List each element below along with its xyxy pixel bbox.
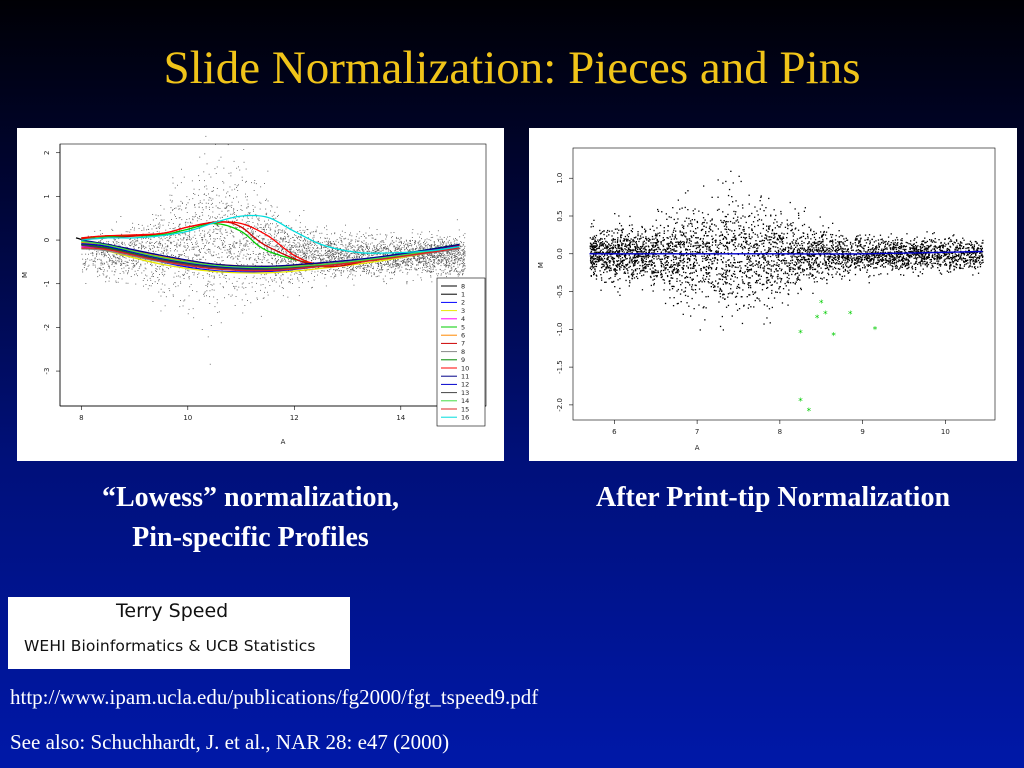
- print-tip-highlight-point: *: [798, 329, 803, 339]
- lowess-x-axis-label: A: [281, 438, 286, 446]
- print-tip-normalized-plot: 6 7 8 9 10 -2.0 -1.5 -1.0 -0.5 0.0 0.5 1.0 A M * * * * * * *…: [529, 128, 1017, 461]
- print-tip-y-tick-label: -1.5: [556, 360, 564, 374]
- lowess-legend-label: 14: [461, 397, 469, 405]
- lowess-curve: [81, 240, 460, 269]
- left-caption-line1: “Lowess” normalization,: [101, 482, 400, 513]
- reference-url[interactable]: http://www.ipam.ucla.edu/publications/fg…: [10, 685, 539, 709]
- lowess-x-tick-label: 14: [396, 414, 405, 422]
- lowess-legend-label: 5: [461, 323, 465, 331]
- lowess-legend-label: 8: [461, 282, 465, 290]
- lowess-plot-frame: [59, 143, 487, 407]
- print-tip-highlight-point: *: [798, 397, 803, 407]
- print-tip-highlight-point: *: [815, 314, 820, 324]
- print-tip-x-tick-label: 10: [941, 428, 950, 436]
- lowess-legend-label: 1: [461, 291, 465, 299]
- lowess-x-tick-label: 10: [183, 414, 192, 422]
- lowess-legend-label: 2: [461, 299, 465, 307]
- print-tip-highlight-point: *: [873, 325, 878, 335]
- lowess-legend-label: 12: [461, 381, 469, 389]
- print-tip-y-tick-label: 1.0: [556, 173, 564, 184]
- lowess-pin-profiles-plot: 8 10 12 14 -3 -2 -1 0 1 2 A M 8 1 2 3 4 5 6 7 8 9 10 11 12 13 14 15…: [17, 128, 504, 461]
- left-caption: “Lowess” normalization, Pin-specific Pro…: [17, 478, 484, 558]
- lowess-legend-label: 6: [461, 332, 465, 340]
- print-tip-x-axis-label: A: [695, 444, 700, 452]
- print-tip-x-tick-label: 6: [612, 428, 617, 436]
- author-name: Terry Speed: [116, 600, 229, 622]
- lowess-legend-label: 9: [461, 356, 465, 364]
- reference-see-also: See also: Schuchhardt, J. et al., NAR 28…: [10, 730, 450, 754]
- lowess-curve: [81, 214, 460, 254]
- lowess-plot-svg: 8 10 12 14-3-2-1012AM8123456789101112131415…: [21, 135, 487, 446]
- print-tip-highlight-point: *: [819, 299, 824, 309]
- lowess-y-tick-label: -1: [43, 280, 51, 287]
- lowess-legend-label: 3: [461, 307, 465, 315]
- lowess-legend-label: 8: [461, 348, 465, 356]
- print-tip-plot-frame: [572, 147, 996, 421]
- lowess-legend-label: 7: [461, 340, 465, 348]
- lowess-legend-label: 11: [461, 373, 469, 381]
- print-tip-highlight-point: *: [823, 310, 828, 320]
- print-tip-y-tick-label: 0.0: [556, 248, 564, 259]
- print-tip-x-tick-label: 9: [860, 428, 864, 436]
- lowess-y-tick-label: 1: [43, 194, 51, 198]
- print-tip-y-tick-label: 0.5: [556, 210, 564, 221]
- lowess-legend-label: 16: [461, 414, 469, 422]
- lowess-y-axis-label: M: [21, 272, 29, 278]
- lowess-legend-label: 4: [461, 315, 465, 323]
- print-tip-y-axis-label: M: [537, 262, 545, 268]
- lowess-y-tick-label: 0: [43, 238, 51, 242]
- print-tip-y-tick-label: -1.0: [556, 322, 564, 336]
- slide-title: Slide Normalization: Pieces and Pins: [163, 42, 861, 94]
- print-tip-fit-line: [589, 250, 983, 255]
- lowess-y-tick-label: -2: [43, 324, 51, 331]
- lowess-y-tick-label: 2: [43, 150, 51, 154]
- author-credit-box: Terry Speed WEHI Bioinformatics & UCB St…: [8, 597, 350, 669]
- print-tip-highlight-point: *: [831, 331, 836, 341]
- print-tip-scatter-cloud: [589, 170, 984, 331]
- lowess-legend-label: 13: [461, 389, 469, 397]
- right-caption: After Print-tip Normalization: [595, 482, 951, 513]
- print-tip-x-tick-label: 7: [695, 428, 699, 436]
- author-affiliation: WEHI Bioinformatics & UCB Statistics: [24, 637, 316, 655]
- lowess-legend-label: 15: [461, 405, 469, 413]
- left-caption-line2: Pin-specific Profiles: [132, 522, 369, 553]
- print-tip-highlight-point: *: [848, 310, 853, 320]
- print-tip-highlight-point: *: [807, 407, 812, 417]
- lowess-curve: [81, 247, 460, 272]
- lowess-x-tick-label: 8: [79, 414, 83, 422]
- lowess-legend-label: 10: [461, 364, 469, 372]
- lowess-x-tick-label: 12: [290, 414, 299, 422]
- lowess-y-tick-label: -3: [43, 368, 51, 375]
- print-tip-plot-svg: 6 7 8 9 10-2.0-1.5-1.0-0.50.00.51.0AM*******…: [537, 147, 996, 452]
- print-tip-y-tick-label: -0.5: [556, 285, 564, 299]
- print-tip-x-tick-label: 8: [778, 428, 782, 436]
- print-tip-y-tick-label: -2.0: [556, 398, 564, 412]
